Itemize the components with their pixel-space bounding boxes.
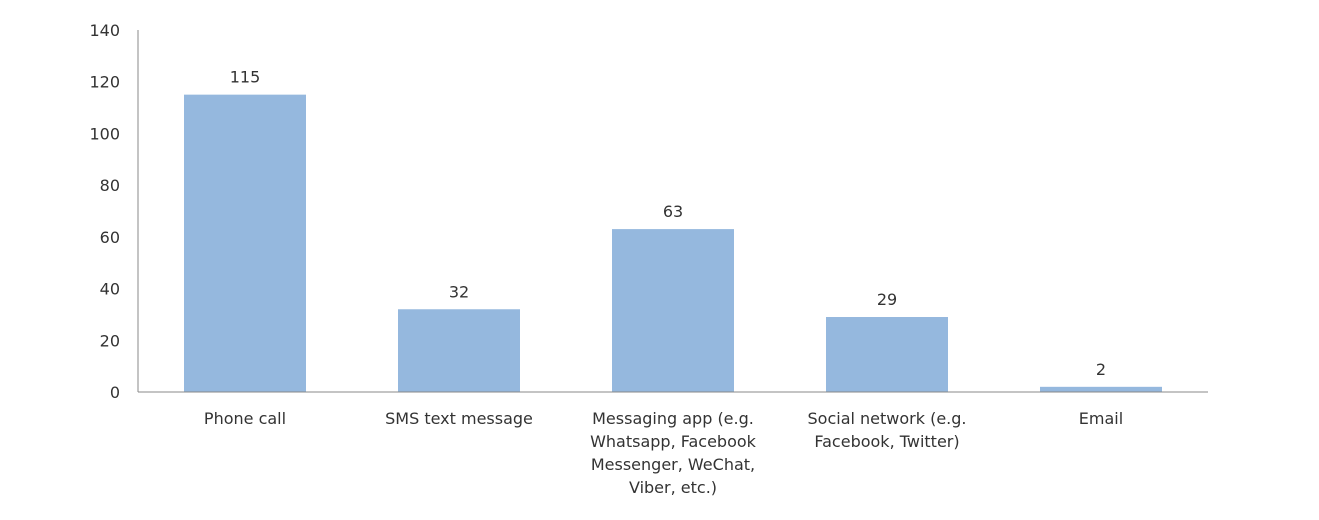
x-tick-label: Phone call — [204, 409, 286, 428]
x-tick-label-line: Phone call — [204, 409, 286, 428]
data-label: 2 — [1096, 360, 1106, 379]
category-labels: Phone call SMS text message Messaging app … — [204, 409, 1123, 497]
data-label: 63 — [663, 202, 683, 221]
y-tick-label: 120 — [89, 73, 120, 92]
y-tick-label: 140 — [89, 21, 120, 40]
y-tick-label: 40 — [100, 280, 120, 299]
x-tick-label-line: Messenger, WeChat, — [591, 455, 755, 474]
y-tick-label: 60 — [100, 228, 120, 247]
x-tick-label-line: Email — [1079, 409, 1123, 428]
bar — [826, 317, 948, 392]
bar — [612, 229, 734, 392]
x-tick-label-line: Messaging app (e.g. — [592, 409, 754, 428]
bar — [1040, 386, 1162, 392]
y-tick-label: 80 — [100, 176, 120, 195]
x-tick-label-line: Whatsapp, Facebook — [590, 432, 757, 451]
x-tick-label: Email — [1079, 409, 1123, 428]
bars — [184, 94, 1162, 393]
x-tick-label-line: Viber, etc.) — [629, 478, 717, 497]
value-labels: 115 32 63 29 2 — [230, 68, 1106, 379]
data-label: 115 — [230, 68, 261, 87]
x-tick-label: SMS text message — [385, 409, 533, 428]
data-label: 29 — [877, 290, 897, 309]
data-label: 32 — [449, 282, 469, 301]
bar — [398, 309, 520, 392]
x-tick-label: Social network (e.g. Facebook, Twitter) — [808, 409, 967, 451]
x-tick-label-line: Social network (e.g. — [808, 409, 967, 428]
y-tick-label: 20 — [100, 331, 120, 350]
x-tick-label: Messaging app (e.g. Whatsapp, Facebook Mes… — [590, 409, 757, 497]
y-axis: 0 20 40 60 80 100 120 140 — [89, 21, 139, 402]
y-tick-label: 100 — [89, 124, 120, 143]
y-tick-label: 0 — [110, 383, 120, 402]
bar — [184, 94, 306, 393]
x-tick-label-line: SMS text message — [385, 409, 533, 428]
x-tick-label-line: Facebook, Twitter) — [814, 432, 959, 451]
